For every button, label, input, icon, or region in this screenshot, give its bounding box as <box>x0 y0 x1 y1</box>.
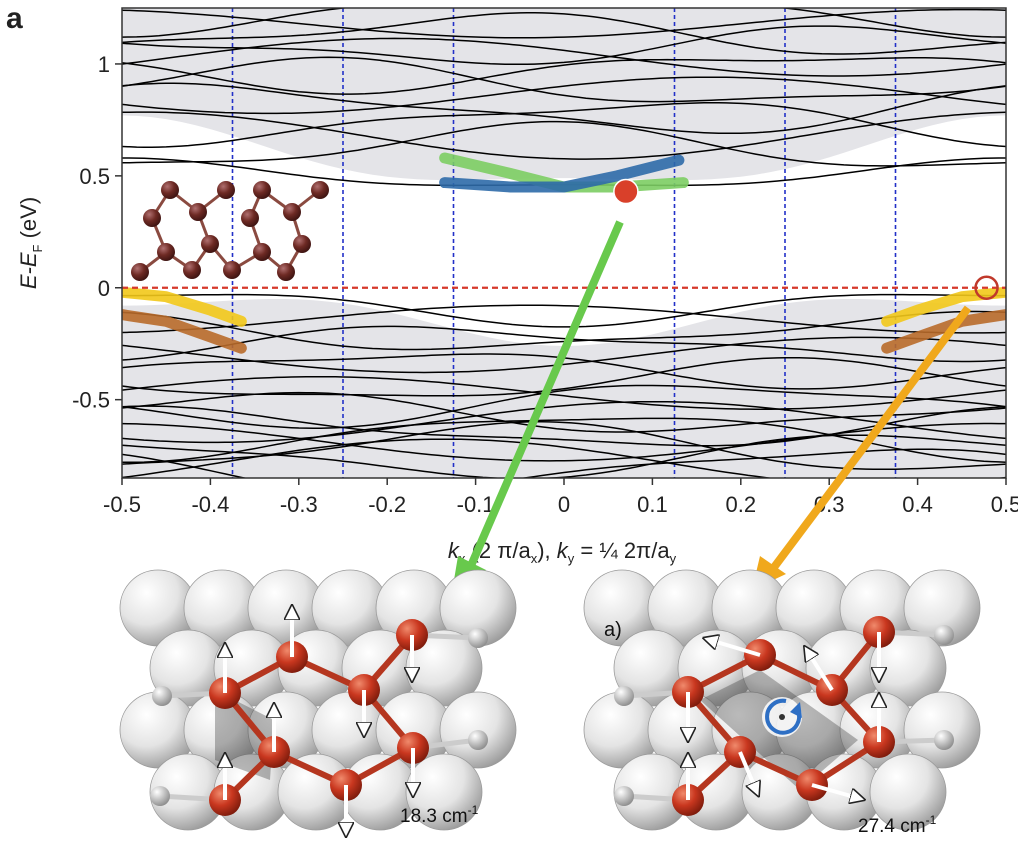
y-tick-label: 0 <box>98 276 110 301</box>
band-line <box>122 25 1006 66</box>
band-line <box>122 391 1006 433</box>
carbon-atom <box>293 235 311 253</box>
x-axis-ticks: -0.5 -0.4 -0.3 -0.2 -0.1 0 0.1 0.2 0.3 0.4 0.5 <box>103 478 1018 517</box>
hydrogen-atom <box>614 686 634 706</box>
band-line <box>122 422 1006 462</box>
band-line <box>122 293 1006 328</box>
molecule-structure-inset <box>131 181 329 281</box>
conduction-shading <box>122 8 1006 181</box>
substrate-atom <box>869 629 947 707</box>
green-arrow <box>466 220 624 570</box>
band-line <box>122 37 1006 77</box>
band-line <box>122 120 1006 167</box>
highlighted-bands <box>122 152 1006 354</box>
y-tick-label: 1 <box>98 52 110 77</box>
band-line <box>122 438 1006 478</box>
x-tick-label: 0 <box>558 492 570 517</box>
band-plot: -0.5 -0.4 -0.3 -0.2 -0.1 0 0.1 0.2 0.3 0.4 0.5 10.… <box>72 7 1018 517</box>
hydrogen-atom <box>152 686 172 706</box>
y-axis-label: E-EF (eV) <box>16 197 45 289</box>
band-line <box>122 56 1006 103</box>
open-state-marker <box>974 275 999 301</box>
x-tick-label: -0.2 <box>368 492 406 517</box>
highlight-band <box>881 286 1006 327</box>
band-line <box>122 375 1006 410</box>
band-line <box>122 356 1006 397</box>
carbon-atom <box>157 243 175 261</box>
band-line <box>122 405 1006 447</box>
band-line <box>122 325 1006 363</box>
x-tick-label: 0.5 <box>991 492 1018 517</box>
band-line <box>122 384 1006 429</box>
x-tick-label: -0.5 <box>103 492 141 517</box>
highlight-band <box>122 286 247 327</box>
carbon-atom <box>189 203 207 221</box>
carbon-atom <box>143 209 161 227</box>
hydrogen-atom <box>934 625 954 645</box>
hydrogen-atom <box>468 730 488 750</box>
substrate-atom <box>903 691 981 769</box>
orange-arrow <box>768 305 972 573</box>
carbon-atom <box>253 181 271 199</box>
left-frequency-label: 18.3 cm-1 <box>400 803 479 827</box>
carbon-atom <box>217 181 235 199</box>
carbon-atom <box>283 203 301 221</box>
left-vibration-inset: 18.3 cm-1 <box>119 569 517 830</box>
carbon-atom <box>223 261 241 279</box>
right-panel-label: a) <box>604 619 622 641</box>
x-tick-label: -0.4 <box>191 492 229 517</box>
band-line <box>122 8 1006 39</box>
right-vibration-inset: a) <box>583 569 981 837</box>
x-tick-label: 0.1 <box>637 492 668 517</box>
band-line <box>122 12 1006 55</box>
x-tick-label: -0.1 <box>457 492 495 517</box>
highlight-band <box>439 154 685 193</box>
carbon-atom <box>277 263 295 281</box>
band-line <box>122 76 1006 115</box>
band-line <box>122 400 1006 444</box>
band-line <box>122 304 1006 334</box>
projected-bulk-shading <box>122 8 1006 478</box>
hydrogen-atom <box>614 786 634 806</box>
carbon-atom <box>183 261 201 279</box>
carbon-atom <box>161 181 179 199</box>
filled-state-marker <box>613 178 639 205</box>
substrate-atom <box>903 569 981 647</box>
hydrogen-atom <box>468 628 488 648</box>
band-line <box>122 102 1006 148</box>
carbon-atom <box>201 235 219 253</box>
y-axis-ticks: 1 0.5 0 -0.5 <box>72 52 122 413</box>
x-tick-label: -0.3 <box>280 492 318 517</box>
x-tick-label: 0.2 <box>726 492 757 517</box>
band-line <box>122 111 1006 160</box>
carbon-atom <box>253 243 271 261</box>
carbon-atom <box>131 263 149 281</box>
y-tick-label: 0.5 <box>79 164 110 189</box>
x-tick-label: 0.4 <box>902 492 933 517</box>
highlight-band <box>881 309 1006 354</box>
band-line <box>122 417 1006 464</box>
displacement-arrows <box>225 612 413 830</box>
band-line <box>122 57 1006 95</box>
highlight-band <box>122 309 247 354</box>
displacement-arrows <box>688 632 879 800</box>
panel-label: a <box>6 2 23 35</box>
carbon-atom <box>311 181 329 199</box>
carbon-atom <box>241 209 259 227</box>
state-markers <box>613 178 999 301</box>
right-frequency-label: 27.4 cm-1 <box>858 813 937 837</box>
band-line <box>122 82 1006 135</box>
band-line <box>122 336 1006 374</box>
rotation-icon <box>762 697 802 737</box>
hydrogen-atom <box>934 730 954 750</box>
y-tick-label: -0.5 <box>72 388 110 413</box>
hydrogen-atom <box>150 786 170 806</box>
band-line <box>122 8 1006 38</box>
substrate-atom <box>869 753 947 831</box>
